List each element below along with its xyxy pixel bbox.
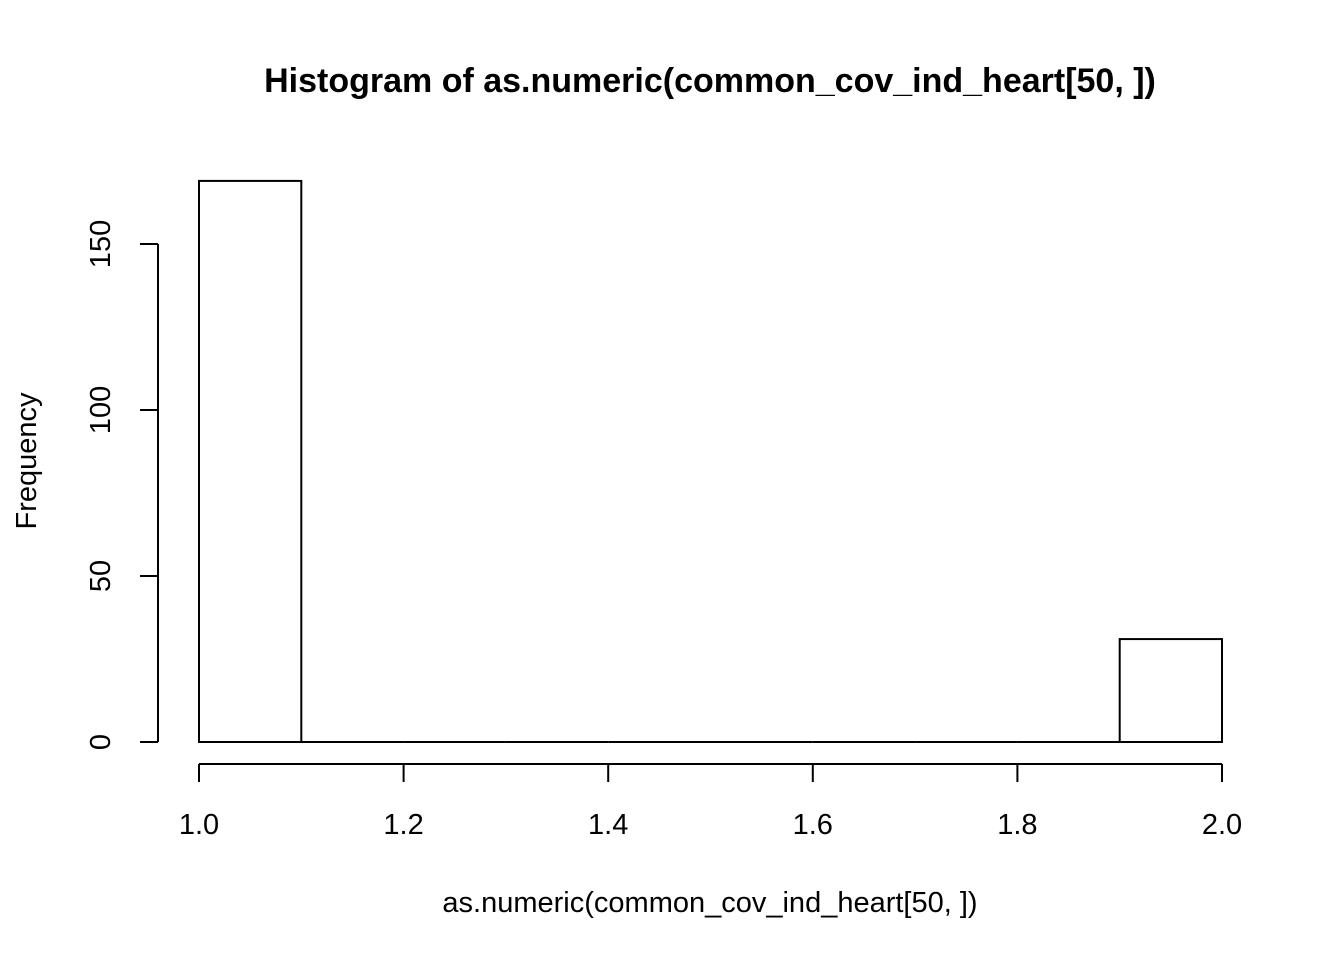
histogram-bar-9	[1118, 638, 1223, 744]
bars-group	[198, 179, 1223, 744]
x-tick-label-4: 1.8	[997, 809, 1037, 841]
y-tick-label-2: 100	[85, 386, 117, 434]
y-tick-label-1: 50	[85, 560, 117, 592]
x-axis: 1.0 1.2 1.4 1.6 1.8 2.0	[179, 763, 1242, 841]
x-tick-label-3: 1.6	[793, 809, 833, 841]
x-tick-label-2: 1.4	[588, 809, 628, 841]
y-axis: 0 50 100 150	[85, 220, 159, 750]
y-tick-label-3: 150	[85, 220, 117, 268]
x-tick-label-1: 1.2	[383, 809, 423, 841]
x-tick-label-5: 2.0	[1202, 809, 1242, 841]
histogram-bar-0	[198, 179, 303, 744]
y-axis-label: Frequency	[11, 392, 43, 530]
x-tick-label-0: 1.0	[179, 809, 219, 841]
chart-title: Histogram of as.numeric(common_cov_ind_h…	[264, 62, 1156, 100]
y-tick-label-0: 0	[85, 734, 117, 750]
x-axis-label: as.numeric(common_cov_ind_heart[50, ])	[442, 887, 977, 919]
